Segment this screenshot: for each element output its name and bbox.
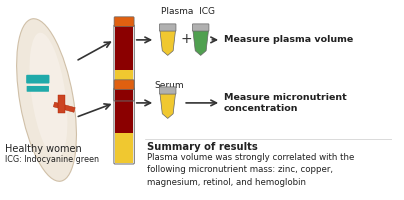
Text: Plasma volume was strongly correlated with the
following micronutrient mass: zin: Plasma volume was strongly correlated wi… (147, 153, 355, 187)
Polygon shape (193, 31, 208, 55)
Polygon shape (160, 94, 175, 118)
Text: Healthy women: Healthy women (5, 144, 82, 154)
Text: Measure micronutrient
concentration: Measure micronutrient concentration (224, 93, 347, 113)
Text: ICG: Indocyanine green: ICG: Indocyanine green (5, 155, 99, 164)
Text: Summary of results: Summary of results (147, 142, 258, 152)
FancyBboxPatch shape (26, 75, 49, 84)
Bar (115, 26, 133, 70)
Bar (115, 133, 133, 163)
Text: Measure plasma volume: Measure plasma volume (224, 35, 353, 44)
Bar (53, 102, 75, 112)
FancyBboxPatch shape (160, 24, 176, 31)
FancyBboxPatch shape (114, 17, 134, 27)
Text: Serum: Serum (155, 81, 185, 90)
FancyBboxPatch shape (160, 87, 176, 94)
Bar (58, 95, 65, 113)
Bar (115, 70, 133, 100)
FancyBboxPatch shape (114, 80, 134, 90)
FancyBboxPatch shape (192, 24, 209, 31)
Text: +: + (180, 32, 192, 46)
Polygon shape (160, 31, 175, 55)
Text: Plasma  ICG: Plasma ICG (161, 7, 215, 16)
FancyBboxPatch shape (27, 86, 49, 92)
Ellipse shape (17, 19, 76, 181)
Ellipse shape (29, 33, 67, 158)
Bar (115, 89, 133, 133)
